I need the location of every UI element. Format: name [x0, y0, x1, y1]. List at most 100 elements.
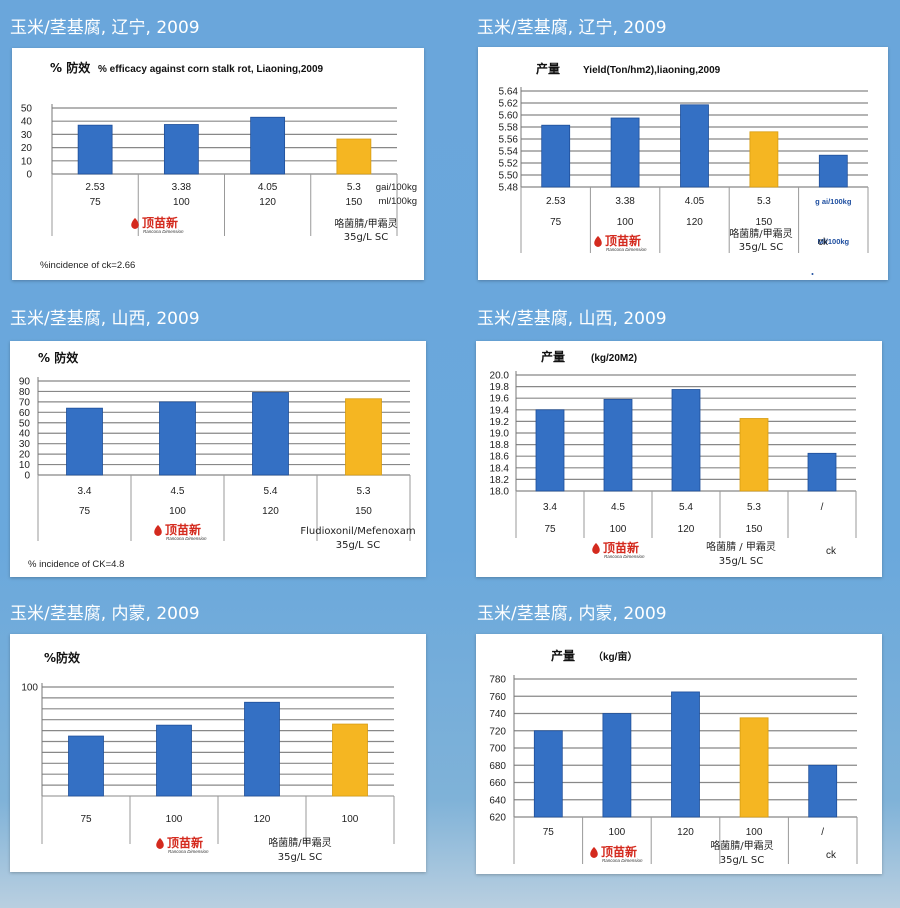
dose-label: 120	[677, 827, 694, 838]
dose-label: 75	[80, 814, 92, 825]
dose-label: 100	[609, 827, 626, 838]
dose-label-ml: 150	[756, 217, 773, 228]
dose-label: /	[821, 502, 824, 513]
chart-cn-label: 产量	[551, 648, 575, 663]
dose-label: /	[821, 827, 824, 838]
y-tick-label: 5.52	[499, 159, 519, 170]
section-title-neimeng-yield: 玉米/茎基腐, 内蒙, 2009	[477, 604, 667, 624]
dose-label: 4.05	[258, 182, 278, 193]
chart-en-title: % efficacy against corn stalk rot, Liaon…	[98, 64, 324, 75]
bar-150	[345, 398, 382, 476]
logo-text: 顶苗新	[167, 835, 203, 850]
product-formulation: 35g/L SC	[278, 852, 323, 863]
y-tick-label: 640	[489, 795, 506, 806]
dose-label: 75	[543, 827, 555, 838]
dose-label-ml: 120	[678, 524, 695, 535]
y-tick-label: 10	[19, 460, 31, 471]
dose-label: 5.4	[264, 486, 278, 497]
y-tick-label: 660	[489, 778, 506, 789]
bar-75	[535, 409, 565, 492]
product-formulation: 35g/L SC	[719, 556, 764, 567]
dose-label: 3.38	[615, 196, 635, 207]
chart-en-title: (kg/20M2)	[591, 353, 637, 364]
logo-subtext: Rancona Dimension	[143, 229, 184, 234]
dose-label: 5.3	[347, 182, 361, 193]
y-tick-label: 90	[19, 377, 31, 388]
bar-75	[68, 735, 104, 797]
dose-label-ml: 120	[686, 217, 703, 228]
dose-label: 4.5	[611, 502, 625, 513]
dose-label-ml: 150	[746, 524, 763, 535]
dose-label: 3.38	[172, 182, 192, 193]
y-tick-label: 80	[19, 387, 31, 398]
logo-text: 顶苗新	[605, 233, 641, 248]
dose-label: 3.4	[543, 502, 557, 513]
logo-subtext: Rancona Dimension	[604, 554, 645, 559]
dose-label-ml: 75	[90, 197, 102, 208]
logo-text: 顶苗新	[603, 540, 639, 555]
bar-100	[332, 723, 368, 797]
y-tick-label: 19.4	[490, 405, 510, 416]
logo-subtext: Rancona Dimension	[606, 247, 647, 252]
y-tick-label: 620	[489, 813, 506, 824]
y-tick-label: 5.64	[499, 87, 519, 98]
y-tick-label: 20	[21, 143, 33, 154]
chart-card-liaoning-yield: 产量 Yield(Ton/hm2),liaoning,2009 5.48 5.50 5.…	[478, 47, 888, 280]
dose-label-ml: 120	[259, 197, 276, 208]
y-tick-label: 18.2	[490, 475, 510, 486]
product-formulation: 35g/L SC	[739, 242, 784, 253]
dose-label: 5.3	[757, 196, 771, 207]
bar-100	[610, 117, 640, 188]
dose-label-ml: 75	[550, 217, 562, 228]
y-tick-label: 70	[19, 397, 31, 408]
y-tick-label: 100	[21, 683, 38, 694]
unit-label-gai: g ai/100kg	[815, 197, 852, 206]
section-title-shanxi-yield: 玉米/茎基腐, 山西, 2009	[477, 309, 667, 329]
product-formulation: 35g/L SC	[344, 232, 389, 243]
dose-label: 120	[254, 814, 271, 825]
dose-label: 5.3	[357, 486, 371, 497]
y-tick-label: 19.6	[490, 394, 510, 405]
chart-card-neimeng-efficacy: %防效 100 75 100 120 100 咯菌腈/甲霜灵 35g/L SC 顶苗新 Ranco…	[10, 634, 426, 872]
product-name: 咯菌腈 / 甲霜灵	[706, 540, 776, 553]
y-tick-label: 5.48	[499, 183, 519, 194]
dose-label-ml: 150	[355, 506, 372, 517]
dose-label: 100	[746, 827, 763, 838]
bar-150	[749, 131, 779, 188]
y-tick-label: 720	[489, 726, 506, 737]
unit-label-gai: gai/100kg	[376, 182, 417, 193]
bar-100	[602, 713, 632, 818]
bar-100	[156, 724, 192, 797]
y-tick-label: 5.56	[499, 135, 519, 146]
incidence-note: %incidence of ck=2.66	[40, 260, 135, 271]
ck-label: ck	[826, 546, 837, 557]
y-tick-label: 780	[489, 675, 506, 686]
y-tick-label: 50	[19, 418, 31, 429]
product-formulation: 35g/L SC	[720, 855, 765, 866]
product-formulation: 35g/L SC	[336, 540, 381, 551]
y-tick-label: 30	[21, 130, 33, 141]
section-title-neimeng-efficacy: 玉米/茎基腐, 内蒙, 2009	[10, 604, 200, 624]
y-tick-label: 19.0	[490, 429, 510, 440]
dose-label: 4.05	[685, 196, 705, 207]
bar-120	[250, 116, 286, 175]
logo-text: 顶苗新	[601, 844, 637, 859]
bar-150	[336, 138, 372, 175]
dose-label-ml: 100	[173, 197, 190, 208]
dose-label-ml: 75	[79, 506, 91, 517]
y-tick-label: 0	[26, 170, 32, 181]
product-name: Fludioxonil/Mefenoxam	[300, 526, 415, 537]
product-name: 咯菌腈/甲霜灵	[729, 227, 792, 240]
y-tick-label: 40	[21, 117, 33, 128]
y-tick-label: 5.62	[499, 99, 519, 110]
bar-100	[159, 401, 196, 476]
chart-cn-label: % 防效	[38, 350, 79, 365]
y-tick-label: 40	[19, 429, 31, 440]
y-tick-label: 20.0	[490, 371, 510, 382]
seed-icon	[590, 847, 598, 858]
bar-100	[163, 124, 199, 175]
dose-label: 100	[166, 814, 183, 825]
